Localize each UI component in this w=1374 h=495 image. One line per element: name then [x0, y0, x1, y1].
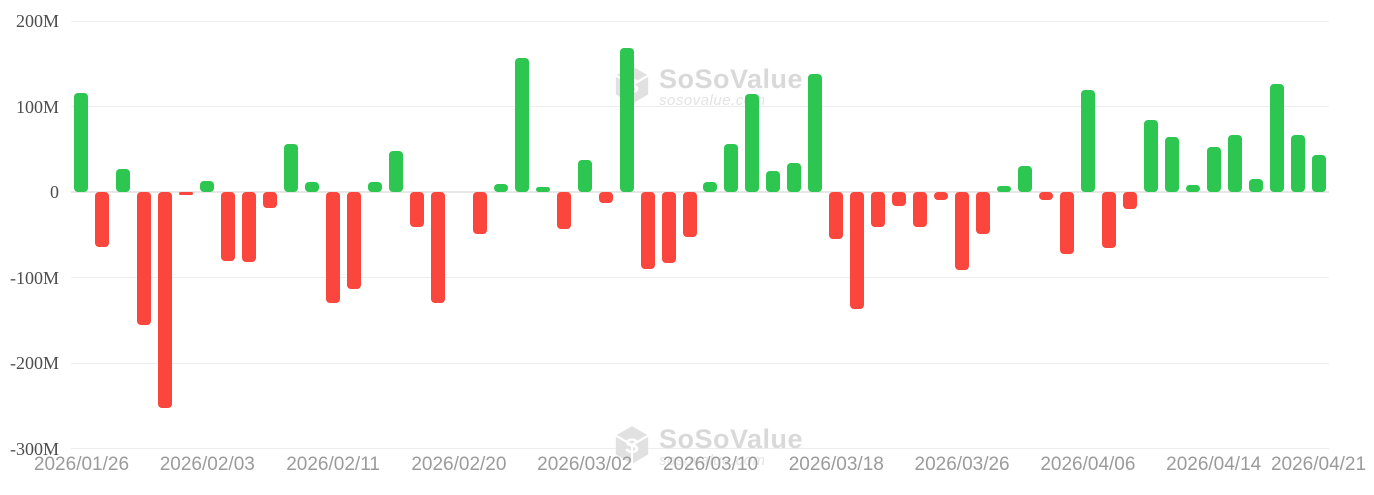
y-axis-tick-label: -200M [10, 353, 59, 374]
bar-2026/02/06[interactable] [263, 192, 278, 208]
y-axis-tick-label: 200M [15, 11, 59, 32]
bar-2026/03/18[interactable] [829, 192, 844, 240]
bar-2026/02/11[interactable] [326, 192, 341, 304]
y-axis-tick-label: -100M [10, 267, 59, 288]
bar-2026/03/12[interactable] [745, 93, 760, 193]
bar-2026/04/09[interactable] [1143, 119, 1158, 193]
bar-2026/03/25[interactable] [934, 192, 949, 200]
y-axis-tick-label: -300M [10, 438, 59, 459]
bar-2026/02/24[interactable] [493, 183, 508, 193]
gridline [71, 277, 1329, 279]
bar-2026/02/02[interactable] [179, 192, 194, 195]
bar-2026/02/09[interactable] [284, 144, 299, 193]
x-axis-tick-label: 2026/03/10 [662, 454, 759, 475]
bar-2026/04/08[interactable] [1122, 192, 1137, 209]
bar-2026/03/30[interactable] [997, 186, 1012, 193]
bar-2026/03/13[interactable] [766, 170, 781, 193]
bar-2026/04/17[interactable] [1269, 83, 1284, 193]
bar-2026/02/27[interactable] [556, 192, 571, 230]
bar-2026/03/26[interactable] [955, 192, 970, 271]
bar-2026/04/10[interactable] [1164, 136, 1179, 193]
x-axis-tick-label: 2026/02/20 [411, 454, 507, 475]
bar-2026/03/17[interactable] [808, 74, 823, 193]
bar-2026/02/17[interactable] [388, 151, 403, 193]
bar-2026/04/02[interactable] [1059, 192, 1074, 254]
bar-2026/03/27[interactable] [976, 192, 991, 235]
y-axis-tick-label: 0 [50, 182, 59, 203]
bar-2026/02/13[interactable] [368, 182, 383, 193]
bar-2026/04/21[interactable] [1311, 154, 1326, 193]
bar-2026/03/09[interactable] [682, 192, 697, 237]
bar-2026/03/24[interactable] [913, 192, 928, 228]
bar-2026/03/10[interactable] [703, 182, 718, 193]
bar-2026/03/03[interactable] [598, 192, 613, 203]
bar-2026/04/15[interactable] [1227, 135, 1242, 193]
bar-2026/04/01[interactable] [1038, 192, 1053, 200]
bar-2026/03/11[interactable] [724, 144, 739, 193]
bar-2026/03/23[interactable] [892, 192, 907, 206]
x-axis-tick-label: 2026/03/26 [914, 454, 1010, 475]
x-axis-tick-label: 2026/03/02 [537, 454, 633, 475]
bar-2026/02/19[interactable] [430, 192, 445, 304]
bar-2026/01/30[interactable] [158, 192, 173, 408]
bar-2026/04/07[interactable] [1101, 192, 1116, 248]
bar-2026/04/06[interactable] [1080, 89, 1095, 193]
bar-2026/01/29[interactable] [137, 192, 152, 325]
bar-2026/04/14[interactable] [1206, 146, 1221, 193]
bar-2026/04/16[interactable] [1248, 178, 1263, 193]
bar-2026/02/10[interactable] [305, 182, 320, 193]
bar-2026/01/27[interactable] [95, 192, 110, 248]
gridline [71, 106, 1329, 108]
bar-2026/04/20[interactable] [1290, 135, 1305, 193]
bar-2026/02/05[interactable] [242, 192, 257, 262]
x-axis-tick-label: 2026/02/11 [286, 454, 380, 475]
bar-2026/03/20[interactable] [871, 192, 886, 228]
x-axis-tick-label: 2026/03/18 [788, 454, 884, 475]
bar-2026/03/31[interactable] [1017, 165, 1032, 193]
bar-2026/04/13[interactable] [1185, 184, 1200, 193]
x-axis-tick-label: 2026/01/26 [33, 454, 130, 475]
bar-2026/02/03[interactable] [200, 181, 215, 193]
bar-2026/02/12[interactable] [347, 192, 362, 289]
bar-2026/03/16[interactable] [787, 163, 802, 193]
zero-axis-line [71, 191, 1329, 194]
gridline [71, 448, 1329, 450]
bar-2026/03/19[interactable] [850, 192, 865, 309]
x-axis-tick-label: 2026/04/06 [1040, 454, 1136, 475]
x-axis-tick-label: 2026/02/03 [159, 454, 255, 475]
bar-2026/02/26[interactable] [535, 187, 550, 193]
bar-2026/01/26[interactable] [74, 93, 89, 193]
bar-2026/03/06[interactable] [661, 192, 676, 264]
bar-2026/02/18[interactable] [409, 192, 424, 228]
gridline [71, 362, 1329, 364]
y-axis-tick-label: 100M [15, 96, 59, 117]
bar-2026/02/23[interactable] [472, 192, 487, 235]
bar-2026/02/25[interactable] [514, 58, 529, 193]
x-axis-tick-label: 2026/04/21 [1270, 454, 1367, 475]
bar-2026/03/02[interactable] [577, 159, 592, 193]
bar-2026/02/04[interactable] [221, 192, 236, 261]
bar-2026/01/28[interactable] [116, 169, 131, 193]
x-axis-tick-label: 2026/04/14 [1166, 454, 1262, 475]
bar-2026/03/05[interactable] [640, 192, 655, 270]
gridline [71, 20, 1329, 22]
